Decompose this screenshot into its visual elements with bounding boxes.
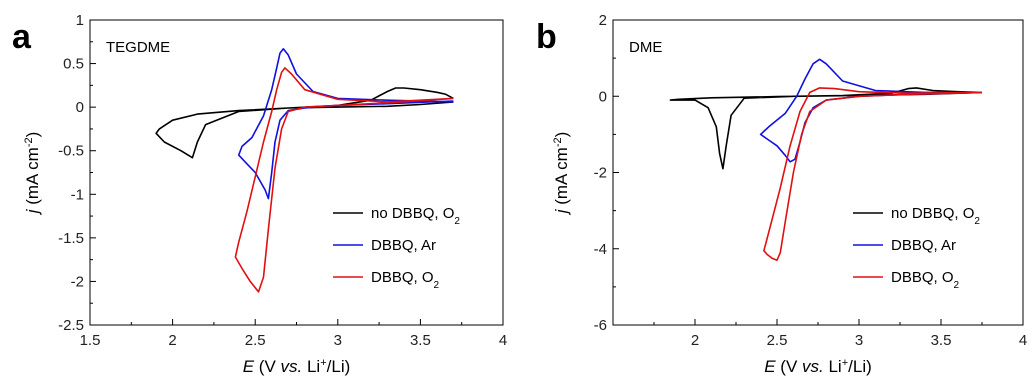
series-line-3 [234, 67, 454, 293]
x-tick-label: 2 [168, 332, 176, 349]
y-tick-label: -0.5 [58, 143, 84, 160]
y-tick-label: -4 [594, 241, 607, 258]
solvent-label: TEGDME [106, 39, 170, 56]
x-tick-label: 4 [1019, 332, 1027, 349]
x-axis-label: E (V vs. Li+/Li) [764, 357, 872, 376]
x-tick-label: 4 [499, 332, 507, 349]
series-line-3 [763, 87, 983, 262]
y-axis-label: j (mA cm-2) [23, 132, 42, 216]
legend-entry: no DBBQ, O2 [371, 205, 460, 227]
y-tick-label: -2.5 [58, 317, 84, 334]
legend-entry: DBBQ, Ar [371, 237, 436, 254]
series-line-2 [237, 47, 454, 200]
x-axis-label: E (V vs. Li+/Li) [243, 357, 351, 376]
panel-letter: b [536, 18, 557, 56]
legend-entry: DBBQ, O2 [891, 269, 960, 291]
x-tick-label: 2.5 [767, 332, 788, 349]
series-line-1 [669, 87, 983, 170]
x-tick-label: 2 [691, 332, 699, 349]
plot-frame [612, 19, 1024, 326]
chart-panel-a: 1 0.5 0 -0.5 -1 -1.5 -2 -2.51.5 2 2.5 3 3.5 4 a TEGDME… [12, 12, 507, 376]
x-tick-label: 3 [855, 332, 863, 349]
x-tick-label: 3 [334, 332, 342, 349]
y-tick-label: -1.5 [58, 230, 84, 247]
plot-frame [89, 19, 504, 326]
y-tick-label: 1 [76, 12, 84, 29]
solvent-label: DME [629, 39, 662, 56]
y-tick-label: -2 [71, 273, 84, 290]
series-line-1 [155, 87, 454, 159]
y-tick-label: -1 [71, 186, 84, 203]
y-tick-label: -2 [594, 165, 607, 182]
chart-panel-b: 2 0 -2 -4 -6 2 2.5 3 3.5 4 b DME E (V vs. Li+/Li) j (… [536, 12, 1027, 376]
legend-entry: DBBQ, O2 [371, 269, 440, 291]
y-tick-label: 0 [599, 88, 607, 105]
y-tick-label: 0.5 [63, 56, 84, 73]
y-axis-label: j (mA cm-2) [552, 132, 571, 216]
x-tick-label: 1.5 [80, 332, 101, 349]
y-tick-label: -6 [594, 317, 607, 334]
x-tick-label: 3.5 [931, 332, 952, 349]
x-tick-label: 3.5 [410, 332, 431, 349]
x-tick-label: 2.5 [245, 332, 266, 349]
y-tick-label: 0 [76, 99, 84, 116]
legend-entry: no DBBQ, O2 [891, 205, 980, 227]
y-tick-label: 2 [599, 12, 607, 29]
panel-letter: a [12, 18, 32, 56]
series-line-2 [759, 58, 983, 163]
legend-entry: DBBQ, Ar [891, 237, 956, 254]
